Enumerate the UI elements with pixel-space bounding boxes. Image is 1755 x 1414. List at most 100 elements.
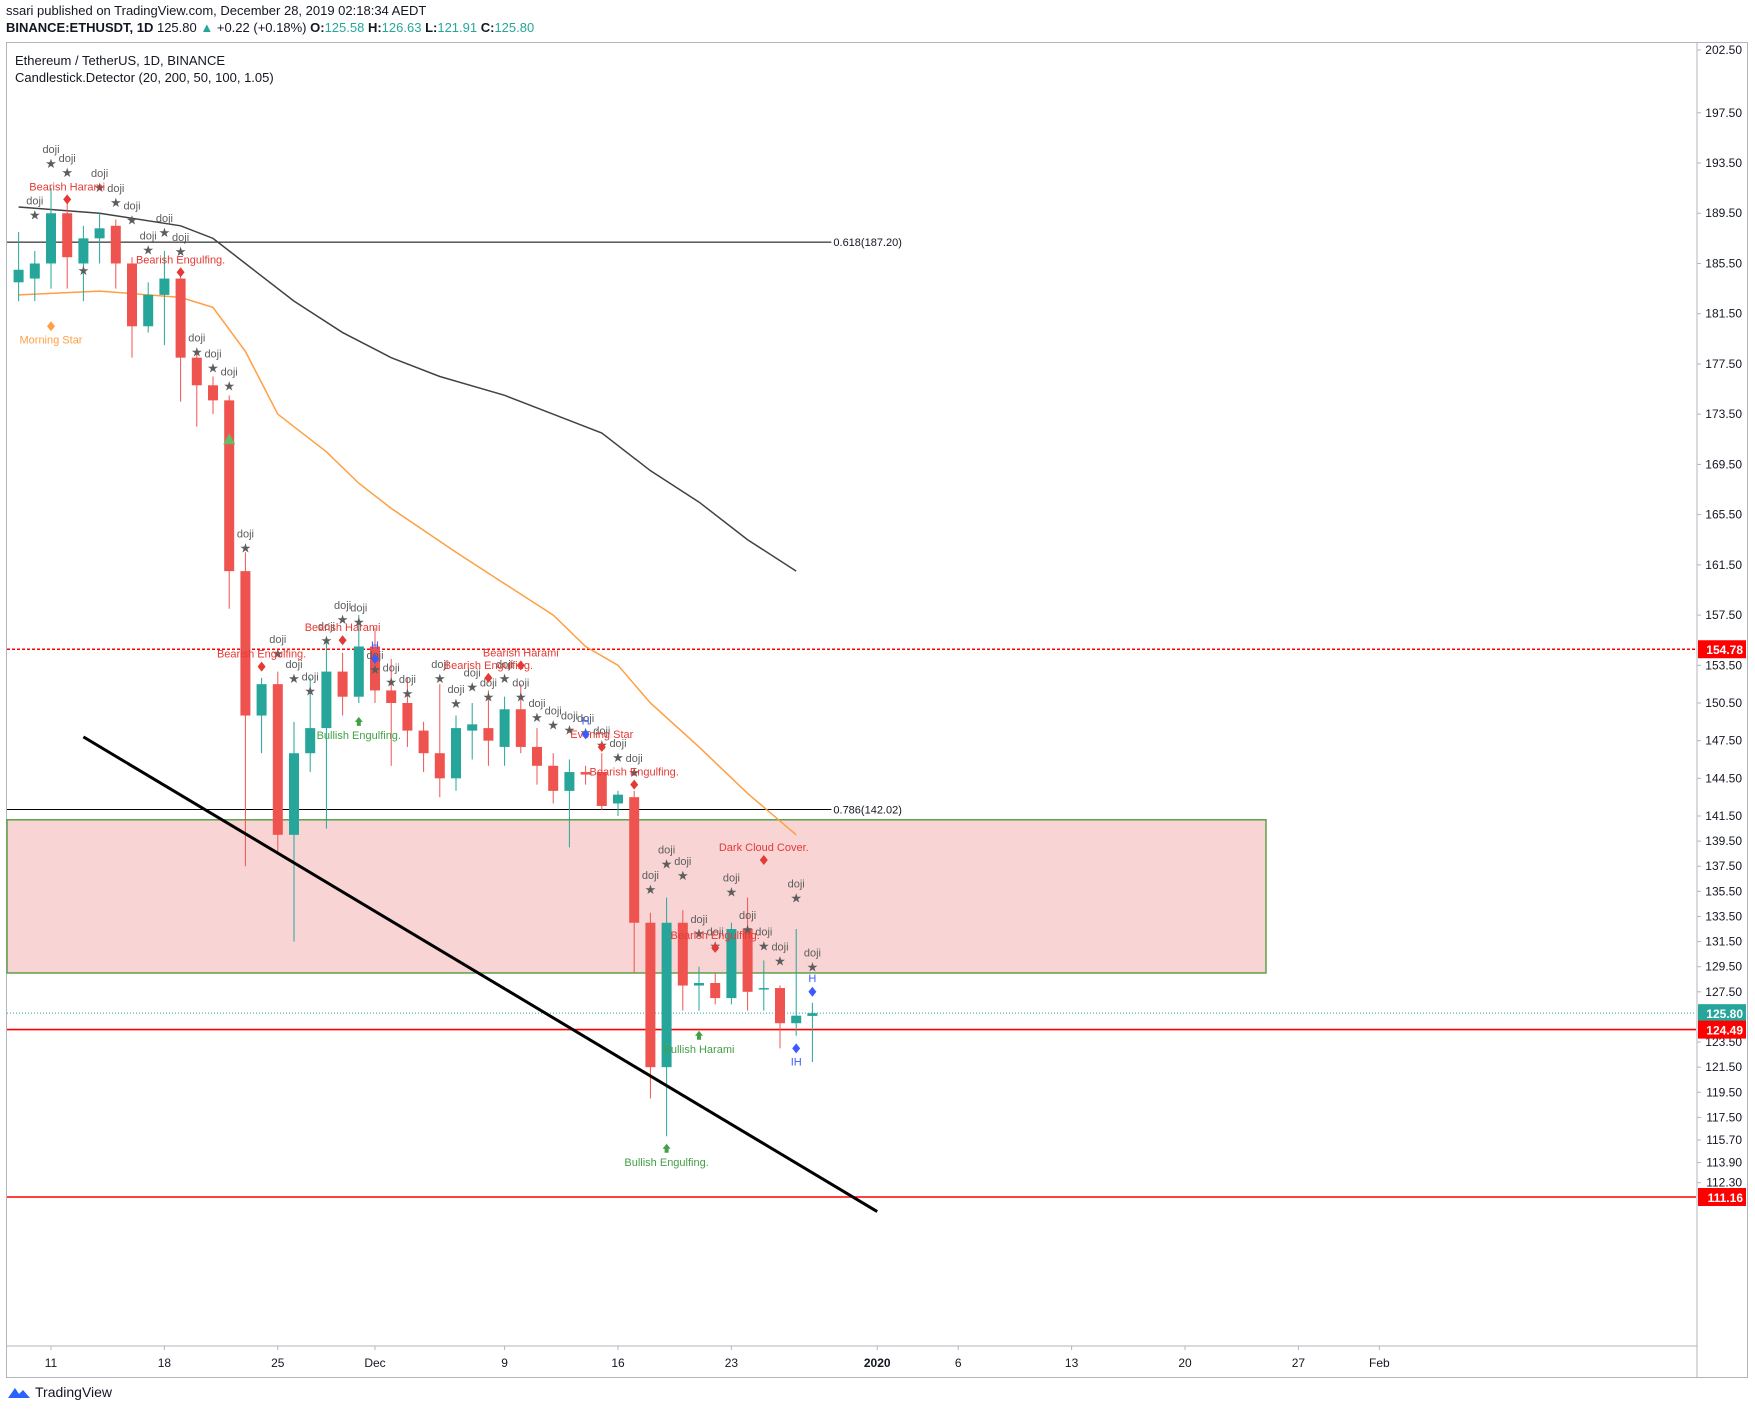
y-tick-label: 127.50 [1705,985,1742,999]
doji-star-icon: ★ [774,953,786,968]
candle [467,702,478,760]
candle-body [564,772,575,791]
morning-star-label: Morning Star [20,334,83,346]
bearish-marker-icon [257,661,266,672]
price-change: +0.22 (+0.18%) [216,20,307,35]
open-key: O: [310,20,325,35]
low-key: L: [425,20,438,35]
doji-label: doji [237,528,254,540]
chart-frame[interactable] [6,42,1748,1378]
doji-label: doji [464,668,481,680]
doji-star-icon: ★ [126,213,138,228]
candle [677,910,688,1011]
doji-star-icon: ★ [466,680,478,695]
doji-label: doji [318,621,335,633]
candle [791,929,802,1036]
y-tick-label: 147.50 [1705,734,1742,748]
price-badge-label: 111.16 [1708,1191,1744,1205]
y-tick-label: 150.50 [1705,696,1742,710]
candle [321,640,332,829]
y-tick-label: 157.50 [1705,608,1742,622]
doji-label: doji [804,948,821,960]
doji-label: doji [269,634,286,646]
harami-marker-icon [581,729,590,740]
doji-label: doji [221,366,238,378]
candle-body [499,709,510,747]
y-tick-label: 115.70 [1706,1133,1742,1147]
x-tick-label: 25 [271,1356,285,1370]
bearish-pattern-label: Bearish Engulfing. [444,660,533,672]
candle-body [321,671,332,729]
x-tick-label: 20 [1178,1356,1192,1370]
doji-label: doji [59,153,76,165]
bearish-pattern-label: Bearish Harami [483,647,559,659]
candle [515,684,526,754]
y-tick-label: 119.50 [1706,1085,1742,1099]
candle-body [353,646,364,697]
bearish-marker-icon [759,854,768,865]
doji-label: doji [26,196,43,208]
bearish-marker-icon [338,635,347,646]
doji-star-icon: ★ [742,922,754,937]
candle-body [596,772,607,806]
price-badge [1698,1188,1746,1206]
doji-star-icon: ★ [353,614,365,629]
bullish-arrow-icon [662,1143,671,1153]
candle [807,1002,818,1063]
doji-label: doji [528,698,545,710]
candle-body [13,269,24,283]
chart-title: Ethereum / TetherUS, 1D, BINANCE [15,53,225,68]
doji-star-icon: ★ [515,690,527,705]
moving-averages-layer [18,206,797,836]
candle-body [467,724,478,731]
doji-label: doji [642,870,659,882]
open-value: 125.58 [324,20,365,35]
doji-star-icon: ★ [321,633,333,648]
x-tick-label: 6 [955,1356,962,1370]
candle-body [677,922,688,986]
x-tick-label: 2020 [864,1356,891,1370]
doji-star-icon: ★ [45,156,57,171]
doji-label: doji [561,710,578,722]
candle [94,213,105,264]
candle [191,351,202,427]
harami-label: H [808,973,816,985]
moving-average-1 [18,290,797,836]
high-value: 126.63 [381,20,422,35]
trendline-layer[interactable] [82,735,878,1213]
doji-label: doji [285,659,302,671]
y-tick-label: 112.30 [1706,1176,1742,1190]
candle-body [661,922,672,1068]
y-tick-label: 161.50 [1705,558,1742,572]
y-tick-label: 141.50 [1705,809,1742,823]
candle-body [483,728,494,741]
doji-label: doji [350,602,367,614]
doji-star-icon: ★ [385,675,397,690]
doji-label: doji [545,705,562,717]
doji-label: doji [383,663,400,675]
doji-star-icon: ★ [272,646,284,661]
doji-label: doji [172,232,189,244]
doji-star-icon: ★ [434,671,446,686]
doji-star-icon: ★ [807,960,819,975]
candle [758,960,769,1011]
candles-layer[interactable] [13,188,818,1137]
doji-label: doji [140,231,157,243]
doji-star-icon: ★ [61,165,73,180]
bearish-pattern-label: Bearish Engulfing. [671,930,760,942]
candle [62,200,73,289]
doji-label: doji [755,926,772,938]
bullish-pattern-label: Bullish Engulfing. [317,730,401,742]
x-tick-label: 27 [1292,1356,1306,1370]
bearish-pattern-label: Evening Star [570,729,633,741]
candle [143,282,154,333]
candle [564,759,575,848]
bearish-pattern-label: Bearish Engulfing. [590,767,679,779]
candle-body [742,929,753,992]
close-value: 125.80 [494,20,535,35]
last-price: 125.80 [156,20,197,35]
candle-body [62,213,73,258]
candle-body [305,728,316,754]
harami-marker-icon [808,986,817,997]
